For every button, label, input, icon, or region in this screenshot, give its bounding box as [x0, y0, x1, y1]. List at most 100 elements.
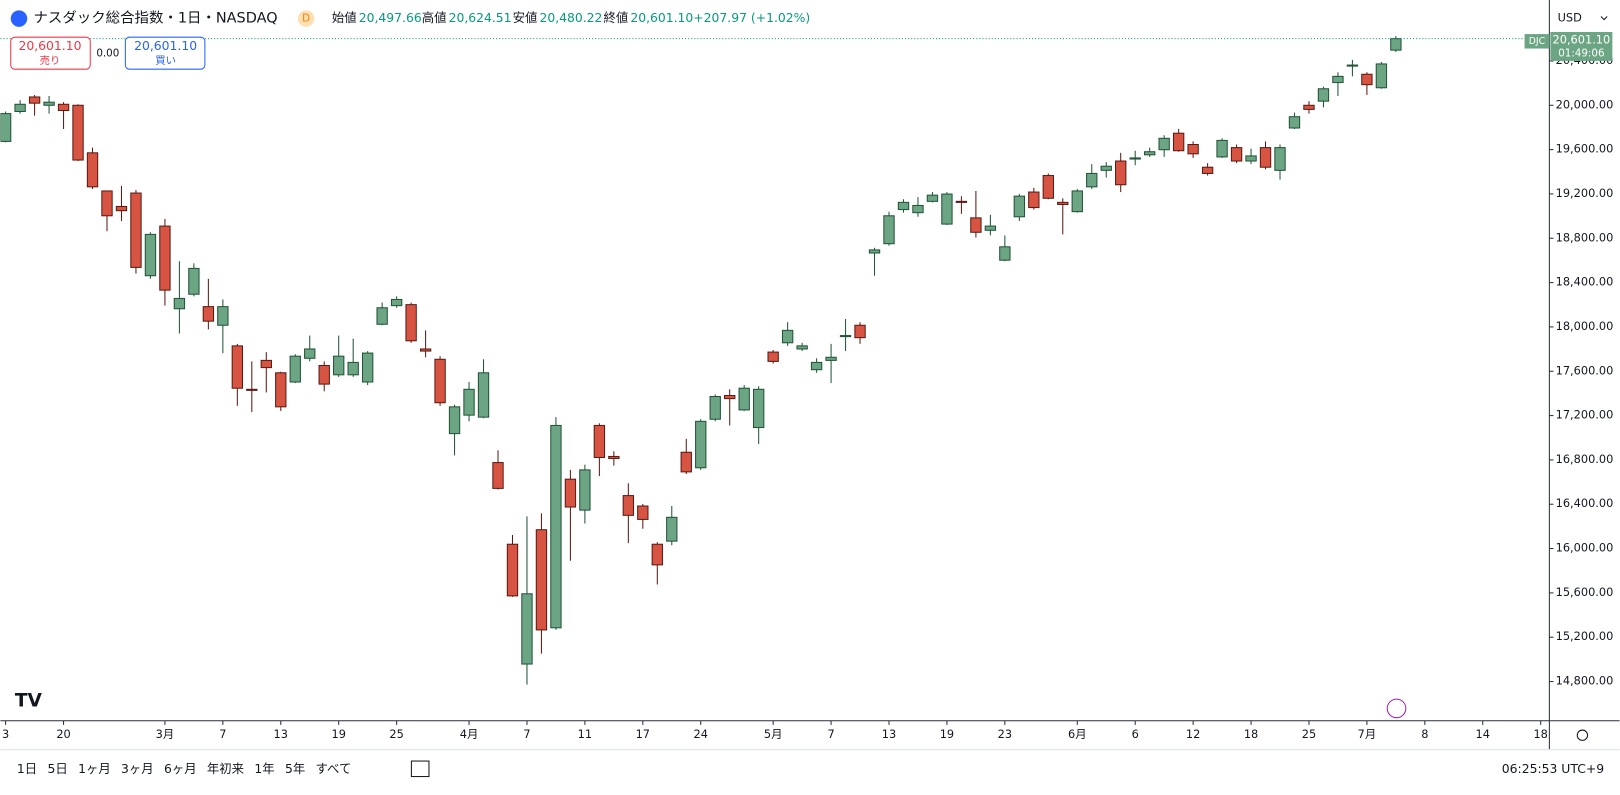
candle-body — [955, 200, 968, 203]
candle-body — [1172, 132, 1185, 152]
x-tick-label: 13 — [882, 727, 896, 741]
candle-body — [1346, 64, 1359, 67]
candle-body — [535, 529, 548, 631]
candle-body — [492, 462, 504, 489]
x-tick-label: 18 — [1244, 727, 1258, 741]
events-icon[interactable] — [1386, 698, 1407, 719]
candle-body — [86, 152, 99, 188]
range-button[interactable]: すべて — [316, 761, 352, 776]
candle-body — [1288, 116, 1301, 129]
candle-body — [651, 543, 663, 566]
candle-body — [1028, 191, 1040, 209]
candle-body — [1143, 151, 1156, 156]
range-button[interactable]: 1日 — [17, 761, 37, 776]
last-price-label: 20,601.10 — [1553, 32, 1611, 46]
candle-body — [1100, 165, 1112, 171]
candle-body — [57, 103, 70, 112]
candle-body — [839, 335, 852, 338]
ohlc-label: 始値 — [332, 10, 357, 25]
symbol-icon — [10, 10, 28, 27]
settings-icon[interactable] — [1576, 729, 1589, 741]
symbol-title[interactable]: ナスダック総合指数・1日・NASDAQ — [33, 10, 277, 27]
y-tick-label: 14,800.00 — [1556, 674, 1614, 688]
candle-body — [1187, 143, 1199, 155]
range-button[interactable]: 5日 — [48, 761, 68, 776]
range-button[interactable]: 1ヶ月 — [78, 761, 111, 776]
candle-body — [361, 352, 374, 383]
candle-body — [912, 204, 924, 214]
candle-body — [970, 217, 982, 233]
range-button[interactable]: 1年 — [254, 761, 274, 776]
x-tick-label: 3 — [2, 727, 9, 741]
x-tick-label: 24 — [694, 727, 708, 741]
candle-body — [1158, 137, 1170, 151]
candle-body — [1259, 147, 1272, 168]
ohlc-value: 20,480.22 — [539, 10, 602, 25]
x-tick-label: 14 — [1476, 727, 1490, 741]
candle-body — [1375, 63, 1388, 89]
candle-body — [506, 543, 519, 597]
candle-body — [1071, 190, 1083, 213]
candle-body — [419, 348, 432, 352]
x-tick-label: 7 — [827, 727, 834, 741]
last-price-label-bg — [1550, 32, 1613, 61]
y-tick-label: 16,800.00 — [1556, 452, 1614, 466]
badge: D — [302, 13, 310, 25]
candle-body — [724, 395, 736, 400]
candle-body — [477, 372, 490, 418]
date-range-icon[interactable] — [410, 760, 430, 778]
x-tick-label: 3月 — [156, 727, 175, 741]
x-tick-label: 5月 — [764, 727, 783, 741]
x-tick-label: 25 — [1302, 727, 1316, 741]
candle-body — [666, 516, 678, 542]
ohlc-label: 安値 — [513, 10, 538, 25]
sell-button[interactable] — [10, 36, 91, 70]
x-tick-label: 20 — [56, 727, 70, 741]
candle-body — [217, 306, 229, 326]
candle-body — [1042, 175, 1054, 199]
candle-body — [43, 101, 55, 106]
currency[interactable]: USD — [1558, 11, 1583, 25]
ohlc-label: 高値 — [422, 10, 447, 25]
candle-body — [72, 104, 84, 161]
ohlc-value: 20,601.10 — [630, 10, 693, 25]
candle-body — [622, 495, 635, 516]
candle-body — [347, 361, 359, 376]
candle-body — [130, 192, 142, 268]
candle-body — [810, 361, 823, 371]
range-button[interactable]: 5年 — [285, 761, 305, 776]
candle-body — [999, 246, 1011, 261]
y-tick-label: 19,200.00 — [1556, 186, 1614, 200]
x-tick-label: 25 — [389, 727, 403, 741]
range-button[interactable]: 3ヶ月 — [121, 761, 154, 776]
candle-body — [1057, 201, 1069, 205]
candle-body — [1317, 88, 1330, 102]
y-tick-label: 18,400.00 — [1556, 275, 1614, 289]
y-tick-label: 17,200.00 — [1556, 408, 1614, 422]
ohlc-value: 20,624.51 — [449, 10, 512, 25]
buy-button[interactable] — [124, 36, 206, 70]
candle-body — [1013, 195, 1026, 218]
candle-body — [448, 406, 461, 435]
candle-body — [144, 233, 157, 277]
x-tick-label: 7 — [523, 727, 530, 741]
candle-body — [1129, 157, 1141, 160]
ohlc-value: 20,497.66 — [359, 10, 422, 25]
candle-body — [188, 267, 200, 295]
candle-body — [796, 345, 808, 350]
range-button[interactable]: 6ヶ月 — [164, 761, 197, 776]
candle-body — [28, 96, 41, 104]
buy-price: 20,601.10 — [134, 38, 197, 53]
y-tick-label: 17,600.00 — [1556, 363, 1614, 377]
candle-body — [637, 505, 649, 520]
candle-body — [738, 387, 750, 411]
sell-price: 20,601.10 — [18, 38, 81, 53]
range-button[interactable]: 年初来 — [207, 761, 244, 776]
x-tick-label: 12 — [1186, 727, 1200, 741]
candle-body — [926, 194, 939, 202]
candle-body — [1274, 147, 1286, 171]
candle-body — [1332, 75, 1344, 84]
candle-body — [825, 356, 837, 361]
candle-body — [304, 348, 316, 359]
